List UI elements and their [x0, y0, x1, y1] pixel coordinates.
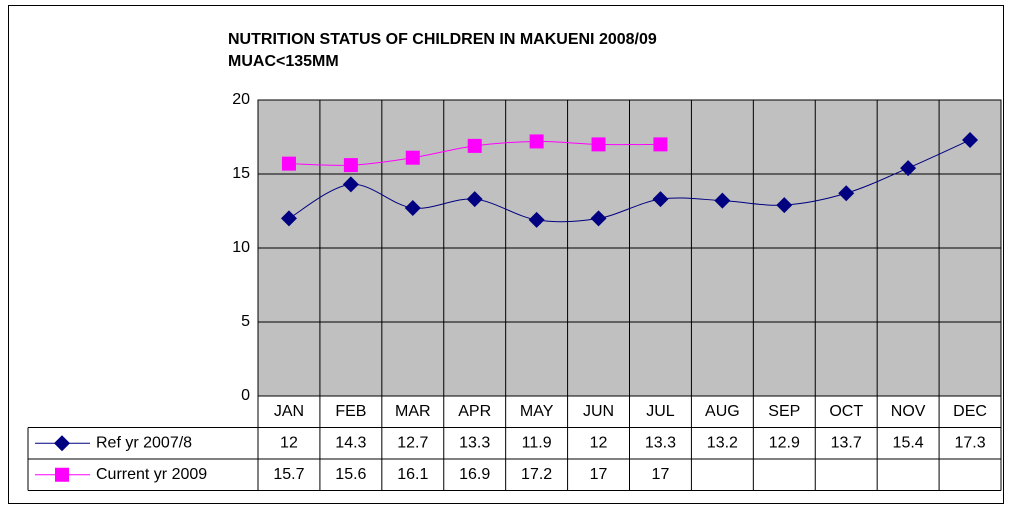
y-tick-label: 0	[241, 387, 250, 404]
x-tick-label: SEP	[768, 403, 800, 420]
table-value: 16.9	[459, 466, 490, 483]
table-value: 11.9	[522, 434, 552, 451]
table-value: 16.1	[397, 466, 428, 483]
data-point	[962, 131, 979, 148]
x-tick-label: FEB	[335, 403, 366, 420]
x-tick-label: JAN	[274, 403, 304, 420]
x-tick-label: JUN	[583, 403, 614, 420]
y-tick-label: 15	[232, 165, 250, 182]
data-point	[714, 192, 731, 209]
series-line	[288, 139, 971, 223]
data-point	[342, 176, 359, 193]
legend-marker	[54, 435, 70, 452]
table-value: 13.2	[707, 434, 738, 451]
table-value: 17	[652, 466, 670, 483]
x-tick-label: APR	[458, 403, 491, 420]
data-point	[529, 134, 544, 149]
data-point	[838, 185, 855, 202]
table-value: 17.2	[521, 466, 552, 483]
table-value: 17.3	[954, 434, 985, 451]
table-value: 17	[590, 466, 608, 483]
y-tick-label: 10	[232, 239, 250, 256]
data-point	[405, 150, 420, 165]
table-value: 12.9	[769, 434, 800, 451]
data-point	[280, 210, 297, 227]
x-tick-label: JUL	[646, 403, 675, 420]
x-tick-label: OCT	[829, 403, 863, 420]
x-tick-label: MAY	[520, 403, 554, 420]
x-tick-label: AUG	[705, 403, 740, 420]
data-point	[776, 197, 793, 214]
x-tick-label: DEC	[953, 403, 987, 420]
table-value: 12.7	[397, 434, 428, 451]
chart-title: MUAC<135MM	[228, 53, 339, 70]
legend-label: Current yr 2009	[96, 466, 207, 483]
legend-marker	[55, 467, 69, 482]
y-tick-label: 20	[232, 91, 250, 108]
data-point	[467, 138, 482, 153]
data-point	[590, 210, 607, 227]
table-value: 12	[280, 434, 298, 451]
table-value: 12	[590, 434, 608, 451]
x-tick-label: NOV	[891, 403, 926, 420]
data-point	[528, 211, 545, 228]
data-point	[591, 137, 606, 152]
y-tick-label: 5	[241, 313, 250, 330]
table-value: 13.3	[459, 434, 490, 451]
table-value: 15.7	[273, 466, 304, 483]
data-point	[652, 191, 669, 208]
data-point	[404, 200, 421, 217]
data-point	[281, 156, 296, 171]
data-point	[343, 158, 358, 173]
chart-title: NUTRITION STATUS OF CHILDREN IN MAKUENI …	[228, 31, 657, 48]
table-value: 13.3	[645, 434, 676, 451]
table-value: 13.7	[831, 434, 862, 451]
table-value: 15.4	[893, 434, 924, 451]
data-point	[900, 160, 917, 177]
x-tick-label: MAR	[395, 403, 431, 420]
data-point	[653, 137, 668, 152]
legend-label: Ref yr 2007/8	[96, 434, 192, 451]
table-value: 14.3	[335, 434, 366, 451]
table-value: 15.6	[335, 466, 366, 483]
data-point	[466, 191, 483, 208]
